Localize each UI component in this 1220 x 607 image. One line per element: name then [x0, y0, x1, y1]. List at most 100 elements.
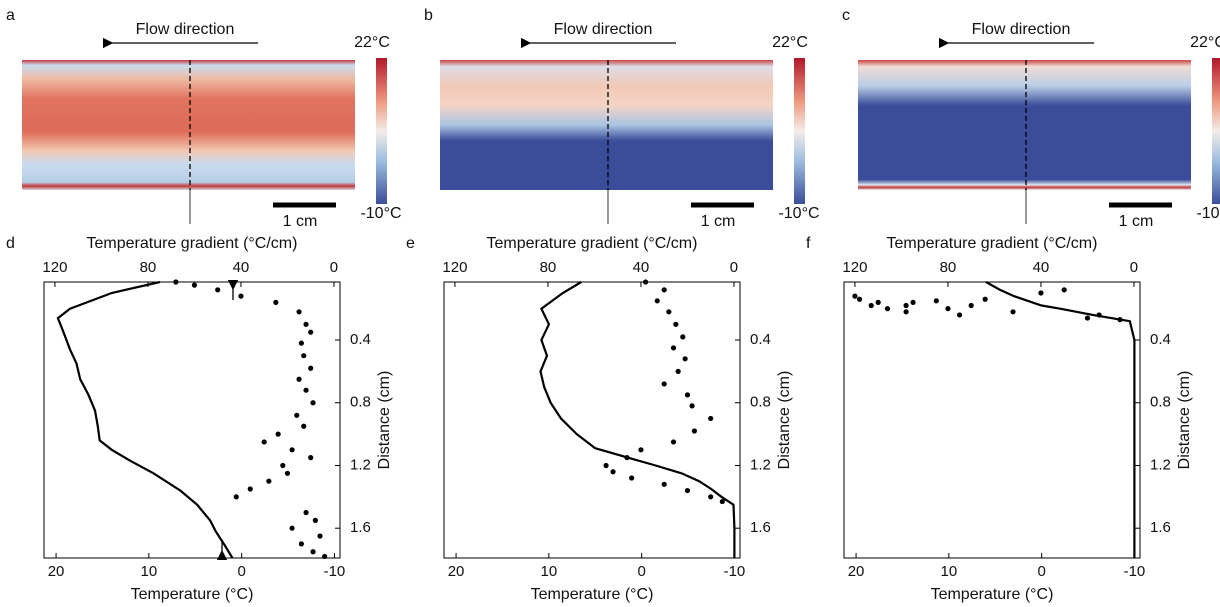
flow-label: Flow direction	[554, 21, 653, 38]
colorbar-max: 22°C	[1190, 34, 1220, 51]
x-tick-label: 20	[848, 563, 865, 580]
gradient-point	[684, 487, 691, 494]
gradient-point	[624, 455, 630, 461]
gradient-point	[233, 494, 239, 500]
gradient-point	[603, 462, 609, 469]
x-tick-label: 0	[237, 563, 245, 580]
gradient-point	[308, 455, 314, 461]
gradient-point	[303, 321, 309, 327]
colorbar	[1212, 58, 1220, 204]
x2-tick-label: 40	[1033, 259, 1050, 276]
gradient-point	[982, 296, 988, 302]
gradient-point	[719, 498, 725, 505]
heatmap	[22, 60, 355, 190]
x-axis-label: Temperature (°C)	[931, 586, 1054, 603]
gradient-point	[708, 415, 714, 422]
y-tick-label: 1.2	[1150, 456, 1171, 473]
x2-tick-label: 0	[1130, 259, 1138, 276]
gradient-point	[868, 302, 874, 309]
x2-tick-label: 120	[42, 259, 67, 276]
y-tick-label: 0.4	[350, 331, 371, 348]
scale-label: 1 cm	[701, 213, 736, 230]
gradient-point	[666, 309, 672, 315]
gradient-point	[247, 486, 253, 492]
colorbar	[794, 58, 805, 204]
gradient-point	[301, 423, 307, 429]
gradient-point	[312, 517, 318, 523]
x2-tick-label: 80	[540, 259, 557, 276]
gradient-point	[296, 376, 302, 382]
plot-frame	[43, 281, 341, 559]
gradient-point	[1096, 312, 1102, 318]
gradient-point	[317, 533, 323, 539]
x2-tick-label: 0	[330, 259, 338, 276]
gradient-point	[296, 309, 302, 315]
plot-frame	[443, 281, 741, 559]
gradient-point	[273, 299, 279, 305]
y-tick-label: 1.6	[1150, 519, 1171, 536]
x-axis-label: Temperature (°C)	[531, 586, 654, 603]
gradient-point	[610, 469, 616, 475]
x-tick-label: 0	[637, 563, 645, 580]
y-axis-label: Distance (cm)	[776, 371, 793, 470]
gradient-point	[289, 525, 295, 531]
y-tick-label: 1.6	[750, 519, 771, 536]
gradient-point	[673, 321, 679, 327]
x2-tick-label: 120	[842, 259, 867, 276]
flow-label: Flow direction	[136, 21, 235, 38]
colorbar-min: -10°C	[360, 205, 401, 222]
gradient-point	[1117, 317, 1123, 323]
gradient-point	[875, 299, 881, 305]
temperature-line	[539, 281, 736, 558]
y-tick-label: 1.2	[350, 456, 371, 473]
gradient-point	[661, 381, 667, 387]
gradient-point	[191, 282, 198, 288]
gradient-point	[308, 365, 314, 371]
colorbar-min: -10°C	[778, 205, 819, 222]
gradient-point	[289, 447, 295, 453]
heatmap	[440, 60, 773, 190]
gradient-point	[654, 298, 660, 304]
panel-label: a	[6, 7, 15, 24]
scale-label: 1 cm	[1119, 213, 1154, 230]
x-tick-label: 0	[1037, 563, 1045, 580]
gradient-point	[638, 447, 644, 453]
gradient-point	[945, 306, 951, 312]
gradient-point	[310, 400, 316, 406]
gradient-point	[661, 481, 667, 487]
gradient-point	[933, 298, 939, 304]
x-tick-label: 10	[141, 563, 158, 580]
gradient-point	[642, 279, 649, 285]
x2-axis-label: Temperature gradient (°C/cm)	[487, 235, 698, 252]
heatmap	[858, 60, 1191, 190]
gradient-point	[298, 541, 305, 547]
gradient-point	[275, 431, 281, 437]
gradient-point	[261, 439, 267, 445]
x-tick-label: -10	[724, 563, 746, 580]
gradient-point	[298, 340, 305, 346]
x-tick-label: -10	[1124, 563, 1146, 580]
gradient-point	[301, 353, 307, 359]
colorbar-max: 22°C	[354, 34, 390, 51]
y-axis-label: Distance (cm)	[1176, 371, 1193, 470]
gradient-point	[968, 302, 974, 309]
gradient-point	[1010, 309, 1016, 315]
gradient-point	[1084, 315, 1091, 321]
x-tick-label: 10	[541, 563, 558, 580]
gradient-point	[956, 312, 963, 318]
colorbar	[376, 58, 387, 204]
gradient-point	[691, 428, 698, 434]
gradient-point	[675, 368, 681, 374]
gradient-point	[322, 553, 328, 560]
gradient-point	[284, 470, 291, 476]
gradient-point	[266, 478, 272, 484]
gradient-point	[680, 334, 686, 340]
x-tick-label: 10	[941, 563, 958, 580]
y-axis-label: Distance (cm)	[376, 371, 393, 470]
panel-label: d	[6, 235, 15, 252]
gradient-point	[173, 279, 179, 285]
scale-label: 1 cm	[283, 213, 318, 230]
gradient-point	[682, 356, 688, 362]
colorbar-min: -10°C	[1196, 205, 1220, 222]
